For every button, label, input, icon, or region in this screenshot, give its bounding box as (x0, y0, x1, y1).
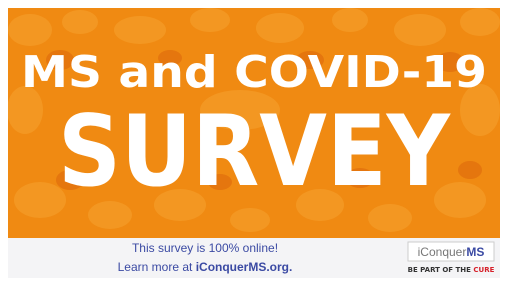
logo-name: iConquer (418, 245, 467, 259)
tagline-highlight: CURE (473, 266, 494, 274)
footer-line-1: This survey is 100% online! (132, 241, 278, 255)
title-line-2: SURVEY (58, 95, 451, 209)
logo: iConquerMS (418, 245, 485, 259)
logo-suffix: MS (466, 245, 484, 259)
page: {"header": {"line1": "MS and COVID-19", … (0, 0, 507, 284)
tagline-prefix: BE PART OF THE (408, 266, 472, 274)
footer-prefix: Learn more at (118, 260, 193, 274)
banner: MS and COVID-19 SURVEY This survey is 10… (0, 0, 507, 284)
title-line-1: MS and COVID-19 (21, 47, 487, 98)
logo-tagline: BE PART OF THE CURE (408, 266, 495, 274)
footer-link[interactable]: iConquerMS.org. (196, 260, 293, 274)
footer-line-2: Learn more at iConquerMS.org. (118, 260, 293, 274)
